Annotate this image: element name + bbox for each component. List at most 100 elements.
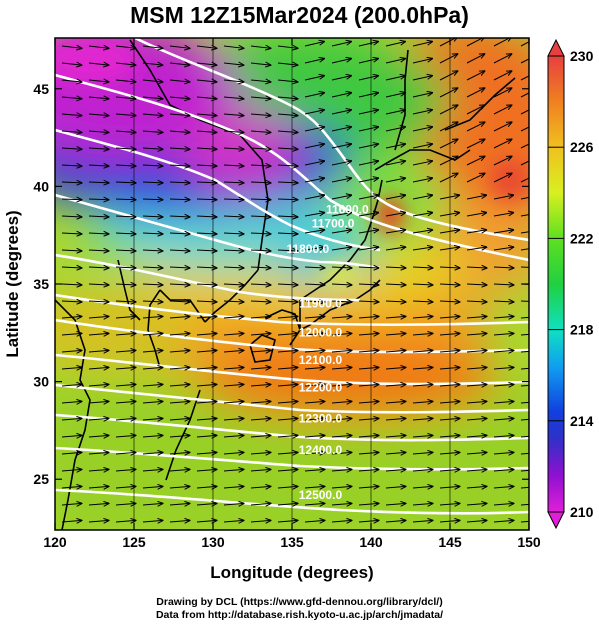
wind-arrow — [223, 97, 244, 99]
wind-arrow — [250, 148, 271, 149]
wind-arrow — [412, 127, 433, 132]
wind-arrow — [61, 384, 82, 386]
wind-arrow — [277, 250, 298, 251]
wind-arrow — [88, 333, 109, 335]
wind-arrow — [520, 435, 529, 438]
wind-arrow — [385, 301, 406, 302]
wind-arrow — [331, 384, 352, 386]
wind-arrow — [412, 267, 433, 268]
wind-arrow — [304, 284, 325, 285]
wind-arrow — [169, 418, 190, 420]
wind-arrow — [358, 284, 379, 285]
wind-arrow — [331, 452, 352, 454]
contour-label: 12200.0 — [299, 380, 343, 394]
wind-arrow — [493, 452, 514, 454]
wind-arrow — [412, 110, 433, 115]
wind-arrow — [412, 93, 433, 98]
wind-arrow — [223, 469, 244, 471]
wind-arrow — [223, 384, 244, 386]
wind-arrow — [169, 46, 190, 48]
wind-arrow — [520, 92, 529, 98]
wind-arrow — [196, 114, 217, 116]
wind-arrow — [493, 486, 514, 488]
colorbar-tick-label: 230 — [570, 48, 594, 64]
wind-arrow — [466, 71, 485, 81]
wind-arrow — [331, 230, 352, 233]
wind-arrow — [142, 301, 163, 302]
wind-arrows — [61, 38, 529, 523]
wind-arrow — [412, 230, 433, 233]
wind-arrow — [412, 384, 433, 386]
wind-arrow — [142, 503, 163, 505]
wind-arrow — [88, 435, 109, 437]
wind-arrow — [115, 80, 136, 82]
wind-arrow — [277, 486, 298, 488]
wind-arrow — [250, 418, 271, 420]
wind-arrow — [385, 76, 406, 81]
wind-arrow — [223, 233, 244, 234]
wind-arrow — [142, 80, 163, 82]
wind-arrow — [331, 247, 352, 250]
wind-arrow — [331, 284, 352, 285]
wind-arrow — [223, 148, 244, 149]
wind-arrow — [223, 165, 244, 166]
wind-arrow — [223, 350, 244, 352]
wind-arrow — [169, 284, 190, 285]
wind-arrow — [169, 114, 190, 116]
wind-arrow — [196, 333, 217, 335]
wind-arrow — [331, 435, 352, 437]
wind-arrow — [466, 213, 487, 217]
wind-arrow — [142, 469, 163, 471]
wind-arrow — [304, 486, 325, 488]
wind-arrow — [277, 131, 298, 132]
wind-arrow — [331, 486, 352, 488]
wind-arrow — [277, 97, 298, 99]
wind-arrow — [196, 148, 217, 149]
wind-arrow — [196, 384, 217, 386]
wind-arrow — [142, 384, 163, 386]
wind-arrow — [493, 503, 514, 505]
wind-arrow — [412, 333, 433, 335]
x-tick-label: 150 — [517, 534, 541, 550]
wind-arrow — [169, 199, 190, 200]
wind-arrow — [493, 469, 514, 471]
wind-arrow — [466, 156, 485, 166]
wind-arrow — [493, 520, 514, 522]
wind-arrow — [385, 418, 406, 420]
wind-arrow — [61, 520, 82, 522]
wind-arrow — [331, 418, 352, 420]
wind-arrow — [115, 46, 136, 48]
wind-arrow — [520, 520, 529, 523]
wind-arrow — [250, 216, 271, 217]
wind-arrow — [196, 97, 217, 99]
wind-arrow — [385, 435, 406, 437]
wind-arrow — [385, 284, 406, 285]
wind-arrow — [385, 41, 405, 47]
wind-arrow — [250, 384, 271, 386]
x-axis: 120 125 130 135 140 145 150 — [43, 38, 541, 550]
wind-arrow — [142, 46, 163, 48]
wind-arrow — [520, 231, 529, 234]
wind-arrow — [169, 401, 190, 403]
wind-arrow — [250, 267, 271, 268]
wind-arrow — [142, 333, 163, 335]
wind-arrow — [223, 199, 244, 200]
wind-arrow — [412, 435, 433, 437]
wind-arrow — [385, 213, 406, 217]
wind-arrow — [88, 284, 109, 285]
wind-arrow — [223, 367, 244, 369]
wind-arrow — [358, 93, 379, 98]
wind-arrow — [61, 284, 82, 285]
credit-data: Data from http://database.rish.kyoto-u.a… — [155, 609, 444, 621]
wind-arrow — [331, 110, 352, 115]
wind-arrow — [88, 503, 109, 505]
wind-arrow — [196, 520, 217, 522]
wind-arrow — [196, 46, 217, 48]
wind-arrow — [142, 267, 163, 268]
wind-arrow — [304, 418, 325, 420]
wind-arrow — [520, 109, 529, 115]
wind-arrow — [277, 301, 298, 302]
wind-arrow — [196, 435, 217, 437]
